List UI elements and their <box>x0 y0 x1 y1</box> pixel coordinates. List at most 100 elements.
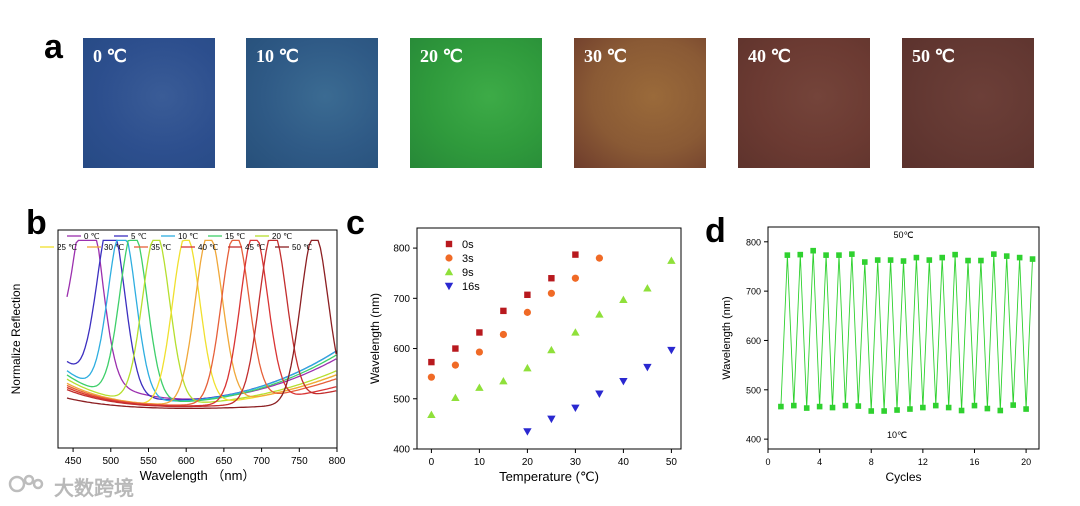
y-tick-label: 600 <box>393 344 410 355</box>
x-axis-label: Wavelength （nm） <box>140 468 256 483</box>
spectrum-line <box>66 239 337 402</box>
data-point <box>619 377 628 386</box>
data-point <box>907 406 913 412</box>
spectrum-line <box>66 239 337 403</box>
watermark-logo-icon <box>8 471 48 502</box>
data-point <box>595 254 603 262</box>
x-axis-label: Temperature (℃) <box>499 469 599 484</box>
data-point <box>965 257 971 264</box>
color-swatch: 10 ℃ <box>246 38 378 168</box>
y-tick-label: 400 <box>746 435 761 445</box>
data-point <box>900 258 907 264</box>
x-tick-label: 50 <box>666 457 678 468</box>
y-axis-label: Wavelength (nm) <box>721 296 733 379</box>
data-point <box>667 256 676 264</box>
panel-c-letter: c <box>346 204 365 242</box>
data-point <box>499 330 507 339</box>
y-tick-label: 600 <box>746 336 761 346</box>
data-point <box>547 345 556 354</box>
swatch-temperature-label: 20 ℃ <box>420 46 463 66</box>
data-point <box>571 328 580 336</box>
data-point <box>427 410 436 419</box>
data-point <box>803 405 810 411</box>
x-tick-label: 4 <box>817 457 822 467</box>
watermark-text: 大数跨境 <box>54 476 134 500</box>
data-point <box>548 275 555 282</box>
data-point <box>445 240 453 248</box>
data-point <box>952 251 958 258</box>
data-point <box>619 295 628 304</box>
data-point <box>855 403 862 409</box>
data-point <box>978 257 984 264</box>
spectrum-line <box>66 239 337 409</box>
plot-frame <box>416 227 682 450</box>
y-tick-label: 700 <box>393 294 410 305</box>
spectrum-line <box>66 239 337 405</box>
data-point <box>894 407 900 413</box>
wavelength-vs-temperature-chart: 0 10 20 30 40 50 400 500 600 700 800 Temperature (℃… <box>368 227 682 484</box>
data-point <box>1016 254 1023 261</box>
data-point <box>913 254 920 261</box>
data-point <box>939 254 946 261</box>
x-tick-label: 40 <box>618 457 630 468</box>
color-swatch: 30 ℃ <box>574 38 706 168</box>
swatch-temperature-label: 0 ℃ <box>93 46 127 66</box>
data-point <box>1023 406 1029 412</box>
data-point <box>547 415 556 424</box>
data-point <box>926 257 933 263</box>
data-point <box>984 405 991 412</box>
x-tick-label: 800 <box>329 456 345 467</box>
x-tick-label: 0 <box>429 457 435 468</box>
data-point <box>523 308 531 316</box>
data-point <box>945 404 952 411</box>
legend-label: 15 ℃ <box>225 232 245 241</box>
x-tick-label: 12 <box>918 457 928 467</box>
legend-label: 40 ℃ <box>198 243 218 252</box>
x-tick-label: 600 <box>178 456 195 467</box>
data-point <box>874 257 881 263</box>
legend-label: 45 ℃ <box>245 243 265 252</box>
data-point <box>500 307 507 315</box>
data-point <box>643 284 652 292</box>
swatch-temperature-label: 50 ℃ <box>912 46 955 66</box>
y-tick-label: 800 <box>393 244 410 255</box>
plot-frame <box>767 226 1040 450</box>
data-point <box>547 289 555 297</box>
spectrum-line <box>66 239 337 407</box>
y-tick-label: 800 <box>746 237 761 247</box>
data-point <box>829 404 836 411</box>
x-tick-label: 550 <box>140 456 157 467</box>
legend-label: 20 ℃ <box>272 232 292 241</box>
swatch-temperature-label: 40 ℃ <box>748 46 791 66</box>
data-point <box>499 376 508 385</box>
y-axis-label: Wavelength (nm) <box>368 293 382 384</box>
data-point <box>445 254 453 262</box>
data-point <box>451 361 459 369</box>
reflection-spectra-chart: 450 500 550 600 650 700 750 800 Wavelength （nm） N… <box>9 229 345 483</box>
color-swatch: 50 ℃ <box>902 38 1034 168</box>
legend-label: 35 ℃ <box>151 243 171 252</box>
color-swatch: 20 ℃ <box>410 38 542 168</box>
panel-a-letter: a <box>44 28 63 66</box>
data-point <box>643 363 652 372</box>
data-point <box>823 252 829 258</box>
data-point <box>971 402 978 409</box>
data-point <box>523 363 532 372</box>
y-tick-label: 500 <box>746 385 761 395</box>
data-point <box>868 408 875 414</box>
x-tick-label: 500 <box>102 456 119 467</box>
plot-frame <box>57 229 338 449</box>
data-point <box>778 403 784 410</box>
color-swatch: 0 ℃ <box>83 38 215 168</box>
legend-label: 0 ℃ <box>84 232 100 241</box>
legend-label: 30 ℃ <box>104 243 124 252</box>
y-tick-label: 400 <box>393 445 410 456</box>
x-tick-label: 16 <box>969 457 979 467</box>
swatch-temperature-label: 10 ℃ <box>256 46 299 66</box>
annotation-label: 50℃ <box>893 230 913 240</box>
data-point <box>797 251 804 258</box>
data-point <box>836 252 842 258</box>
x-tick-label: 20 <box>522 457 534 468</box>
legend-label: 0s <box>462 239 474 251</box>
spectrum-line <box>66 239 337 406</box>
